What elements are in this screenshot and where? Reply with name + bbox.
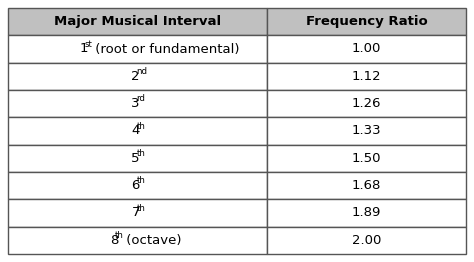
Text: 1.26: 1.26 — [352, 97, 381, 110]
Bar — [8, 227, 267, 254]
Bar — [267, 63, 466, 90]
Text: 4: 4 — [131, 124, 140, 138]
Bar — [8, 90, 267, 117]
Bar — [8, 63, 267, 90]
Text: 3: 3 — [131, 97, 140, 110]
Text: th: th — [115, 231, 124, 240]
Text: 1.68: 1.68 — [352, 179, 381, 192]
Text: st: st — [84, 40, 92, 48]
Bar — [8, 145, 267, 172]
Text: th: th — [137, 149, 146, 158]
Bar — [267, 90, 466, 117]
Text: 2.00: 2.00 — [352, 234, 381, 247]
Text: 1.00: 1.00 — [352, 42, 381, 56]
Text: 1.12: 1.12 — [352, 70, 381, 83]
Bar — [267, 172, 466, 199]
Bar — [267, 8, 466, 35]
Bar — [8, 172, 267, 199]
Bar — [8, 35, 267, 63]
Bar — [267, 145, 466, 172]
Text: 1.89: 1.89 — [352, 206, 381, 220]
Text: 5: 5 — [131, 152, 140, 165]
Text: 8: 8 — [110, 234, 118, 247]
Text: th: th — [137, 204, 146, 212]
Text: (octave): (octave) — [122, 234, 182, 247]
Bar — [267, 35, 466, 63]
Text: nd: nd — [137, 67, 147, 76]
Text: th: th — [137, 176, 146, 185]
Text: th: th — [137, 122, 146, 130]
Text: Frequency Ratio: Frequency Ratio — [306, 15, 427, 28]
Text: 6: 6 — [131, 179, 140, 192]
Text: 2: 2 — [131, 70, 140, 83]
Bar — [267, 227, 466, 254]
Text: 1.33: 1.33 — [352, 124, 381, 138]
Text: 1: 1 — [79, 42, 88, 56]
Bar — [8, 8, 267, 35]
Text: 1.50: 1.50 — [352, 152, 381, 165]
Bar — [267, 117, 466, 145]
Text: (root or fundamental): (root or fundamental) — [91, 42, 240, 56]
Text: 7: 7 — [131, 206, 140, 220]
Bar — [8, 117, 267, 145]
Text: Major Musical Interval: Major Musical Interval — [54, 15, 221, 28]
Bar — [267, 199, 466, 227]
Bar — [8, 199, 267, 227]
Text: rd: rd — [137, 94, 146, 103]
